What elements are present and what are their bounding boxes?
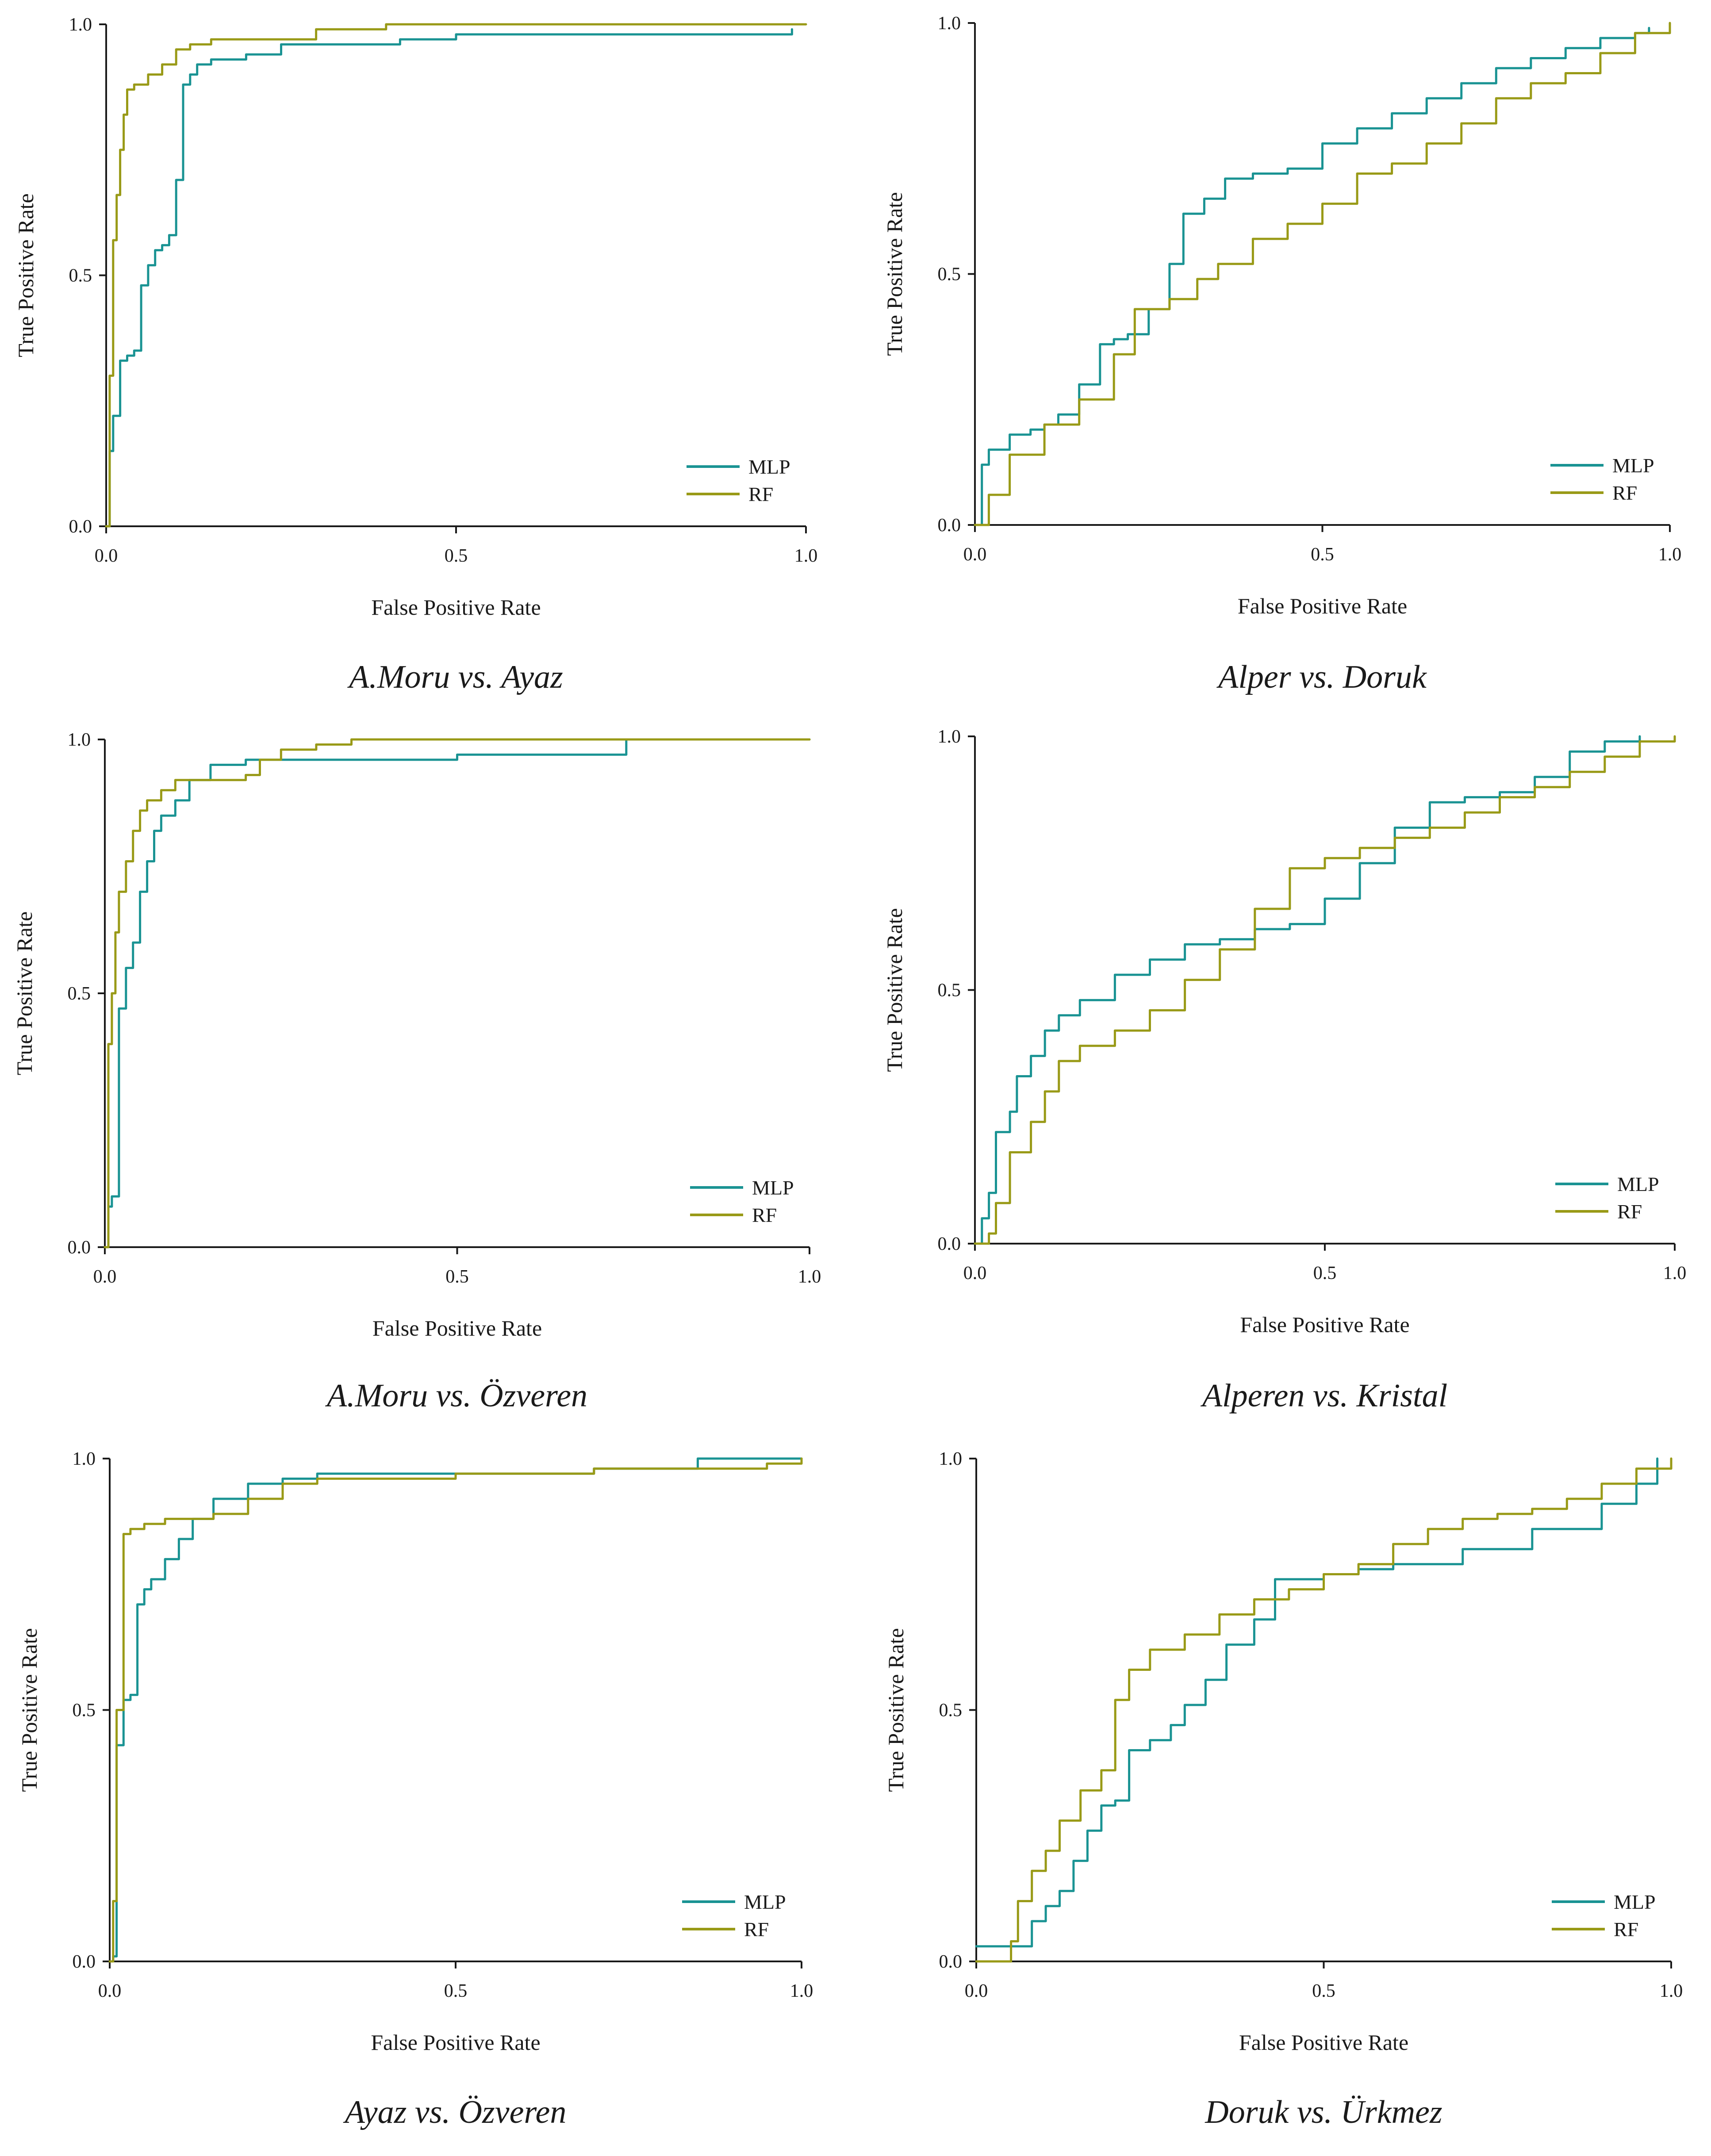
roc-panel-alper-vs-doruk: 0.00.0 0.5 0.5 1.0 1.0 False Positive Rate Tru… xyxy=(882,13,1681,695)
x-axis-title: False Positive Rate xyxy=(1238,594,1407,618)
x-tick-label: 0.5 xyxy=(445,546,468,566)
y-tick-label: 0.5 xyxy=(68,984,91,1004)
legend-label-mlp: MLP xyxy=(744,1891,786,1913)
x-tick-label: 0.0 xyxy=(963,1263,987,1283)
legend-label-mlp: MLP xyxy=(1617,1173,1659,1195)
y-axis-title: True Positive Rate xyxy=(13,193,38,357)
y-axis-title: True Positive Rate xyxy=(12,911,37,1075)
x-tick-label: 0.5 xyxy=(1313,1263,1337,1283)
x-axis-title: False Positive Rate xyxy=(371,2030,540,2055)
series-rf-line xyxy=(104,738,811,1248)
series-mlp-line xyxy=(975,1457,1659,1948)
series-rf-line xyxy=(105,23,807,528)
series-mlp-line xyxy=(104,738,811,1248)
y-axis-title: True Positive Rate xyxy=(882,908,907,1072)
x-tick-label: 0.0 xyxy=(95,546,118,566)
legend-label-rf: RF xyxy=(1614,1918,1638,1941)
y-tick-label: 0.0 xyxy=(73,1952,96,1972)
y-tick-label: 0.0 xyxy=(939,1952,963,1972)
x-tick-label: 1.0 xyxy=(1658,544,1682,565)
x-tick-label: 0.0 xyxy=(965,1981,988,2001)
x-axis-title: False Positive Rate xyxy=(372,1316,542,1340)
y-tick-label: 0.5 xyxy=(938,980,961,1001)
y-axis-title: True Positive Rate xyxy=(17,1628,42,1792)
y-tick-label: 1.0 xyxy=(938,727,961,747)
series-mlp-line xyxy=(974,735,1641,1245)
panel-caption: Doruk vs. Ürkmez xyxy=(1205,2094,1442,2130)
legend-label-rf: RF xyxy=(1612,482,1637,504)
x-tick-label: 0.0 xyxy=(98,1981,122,2001)
x-axis-title: False Positive Rate xyxy=(1240,1312,1409,1337)
legend-label-mlp: MLP xyxy=(752,1176,794,1199)
legend-label-mlp: MLP xyxy=(1612,454,1654,477)
legend-label-rf: RF xyxy=(744,1918,769,1941)
x-tick-label: 0.5 xyxy=(1312,1981,1335,2001)
panel-caption: Alper vs. Doruk xyxy=(1216,659,1427,695)
y-tick-label: 1.0 xyxy=(938,13,961,34)
legend-label-rf: RF xyxy=(752,1204,777,1226)
y-tick-label: 1.0 xyxy=(939,1449,963,1469)
roc-panel-doruk-vs-urkmez: 0.00.0 0.5 0.5 1.0 1.0 False Positive Rate Tru… xyxy=(883,1449,1683,2130)
series-rf-line xyxy=(108,1457,803,1963)
y-tick-label: 0.0 xyxy=(69,517,92,537)
y-tick-label: 0.0 xyxy=(68,1237,91,1258)
y-axis-title: True Positive Rate xyxy=(882,192,907,356)
x-axis-title: False Positive Rate xyxy=(1239,2030,1408,2055)
y-tick-label: 1.0 xyxy=(73,1449,96,1469)
x-tick-label: 1.0 xyxy=(1663,1263,1687,1283)
x-tick-label: 1.0 xyxy=(794,546,818,566)
roc-panel-a-moru-vs-ozveren: 0.00.0 0.5 0.5 1.0 1.0 False Positive Rate Tru… xyxy=(12,730,821,1414)
y-tick-label: 0.5 xyxy=(73,1700,96,1721)
series-mlp-line xyxy=(105,28,793,528)
legend-label-rf: RF xyxy=(1617,1200,1642,1223)
y-tick-label: 0.5 xyxy=(938,264,961,285)
legend-label-mlp: MLP xyxy=(1614,1891,1656,1913)
x-tick-label: 0.5 xyxy=(444,1981,468,2001)
roc-panel-ayaz-vs-ozveren: 0.00.0 0.5 0.5 1.0 1.0 False Positive Rate Tru… xyxy=(17,1449,813,2130)
series-mlp-line xyxy=(974,27,1650,526)
y-tick-label: 0.0 xyxy=(938,1234,961,1254)
x-tick-label: 0.5 xyxy=(1311,544,1334,565)
legend-label-mlp: MLP xyxy=(748,456,790,478)
roc-panel-a-moru-vs-ayaz: 0.00.0 0.5 0.5 1.0 1.0 False Positive Rate Tru… xyxy=(13,15,817,695)
series-rf-line xyxy=(974,735,1676,1245)
legend-label-rf: RF xyxy=(748,483,773,505)
x-tick-label: 1.0 xyxy=(790,1981,813,2001)
panel-caption: Ayaz vs. Özveren xyxy=(343,2094,567,2130)
y-tick-label: 0.5 xyxy=(939,1700,963,1721)
x-tick-label: 0.0 xyxy=(93,1267,117,1287)
x-tick-label: 1.0 xyxy=(1660,1981,1683,2001)
panel-caption: A.Moru vs. Özveren xyxy=(325,1378,587,1414)
x-axis-title: False Positive Rate xyxy=(371,595,541,620)
x-tick-label: 0.5 xyxy=(445,1267,469,1287)
y-tick-label: 0.0 xyxy=(938,515,961,536)
y-tick-label: 0.5 xyxy=(69,266,92,286)
y-axis-title: True Positive Rate xyxy=(883,1628,908,1792)
panel-caption: Alperen vs. Kristal xyxy=(1200,1378,1447,1414)
panel-caption: A.Moru vs. Ayaz xyxy=(347,659,563,695)
y-tick-label: 1.0 xyxy=(68,730,91,750)
roc-panel-alperen-vs-kristal: 0.00.0 0.5 0.5 1.0 1.0 False Positive Rate Tru… xyxy=(882,727,1686,1414)
y-tick-label: 1.0 xyxy=(69,15,92,35)
x-tick-label: 0.0 xyxy=(963,544,987,565)
series-mlp-line xyxy=(108,1457,803,1963)
series-rf-line xyxy=(975,1457,1673,1963)
series-rf-line xyxy=(974,22,1671,526)
x-tick-label: 1.0 xyxy=(798,1267,821,1287)
